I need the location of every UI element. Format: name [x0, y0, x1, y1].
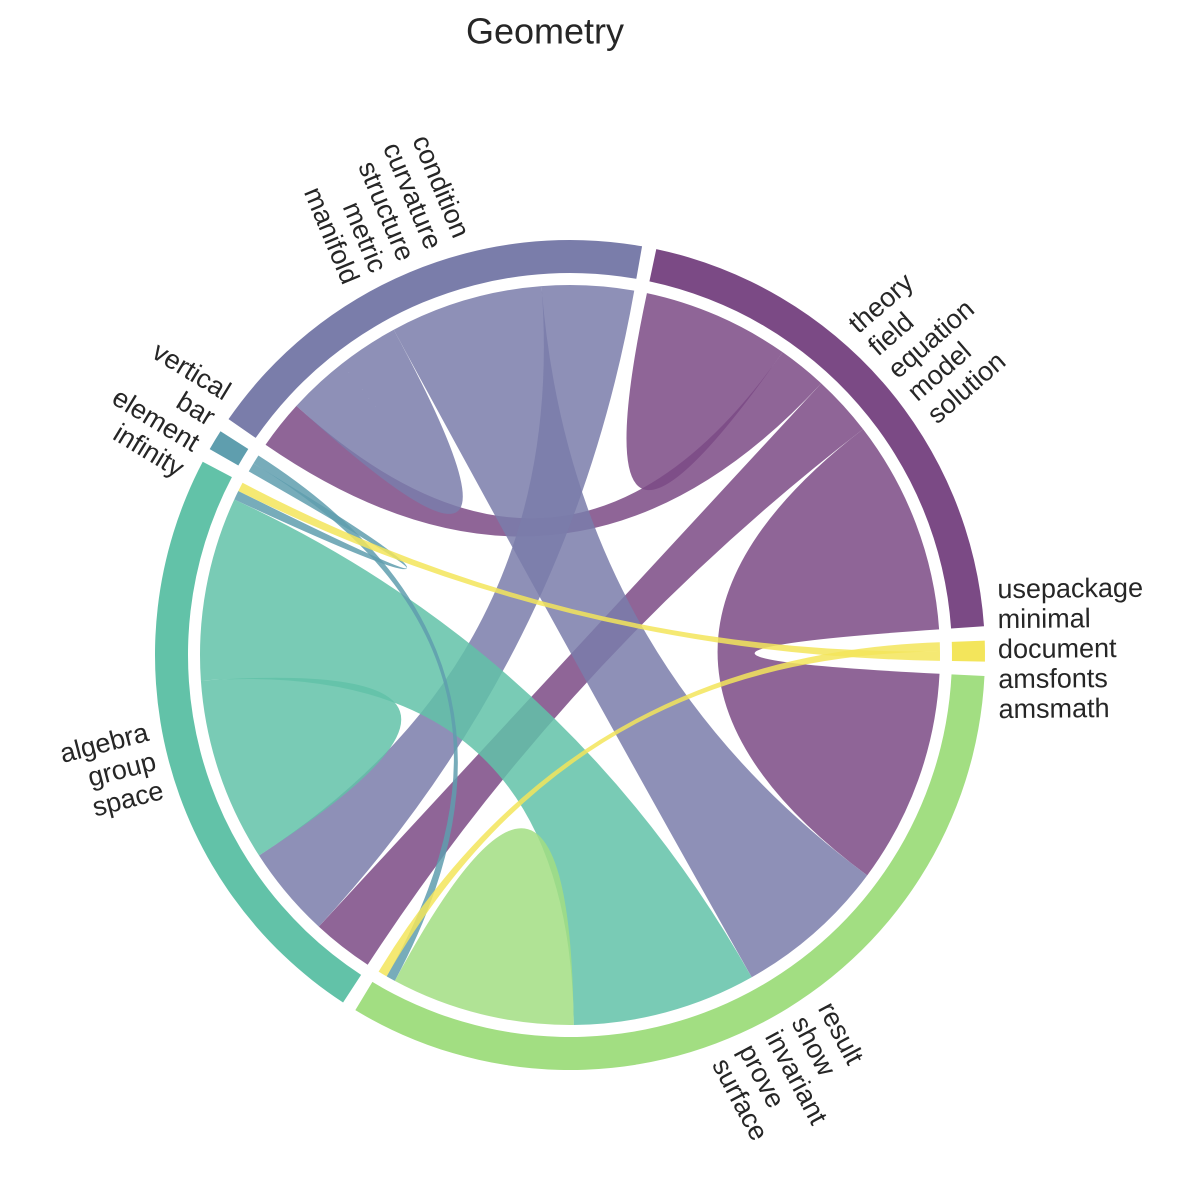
ribbon — [200, 677, 402, 856]
group-label: usepackage — [997, 573, 1143, 604]
ribbon — [394, 828, 574, 1025]
ribbon — [200, 499, 752, 1025]
group-arc — [209, 431, 249, 466]
group-label: document — [998, 633, 1117, 664]
group-label: minimal — [998, 603, 1091, 634]
group-arc — [228, 240, 643, 438]
ribbon — [626, 293, 783, 491]
chart-title: Geometry — [466, 11, 624, 52]
ribbon — [259, 285, 635, 927]
group-arc — [355, 674, 985, 1070]
ribbon — [296, 329, 463, 514]
group-arc — [951, 640, 986, 662]
ribbon — [393, 286, 868, 978]
ribbon — [378, 642, 940, 977]
ribbon — [717, 429, 940, 876]
group-arc — [649, 249, 985, 629]
arcs — [155, 240, 986, 1070]
ribbons — [200, 285, 940, 1025]
group-label: amsfonts — [998, 663, 1108, 694]
group-arc — [155, 461, 362, 1003]
group-label: amsmath — [998, 693, 1109, 724]
